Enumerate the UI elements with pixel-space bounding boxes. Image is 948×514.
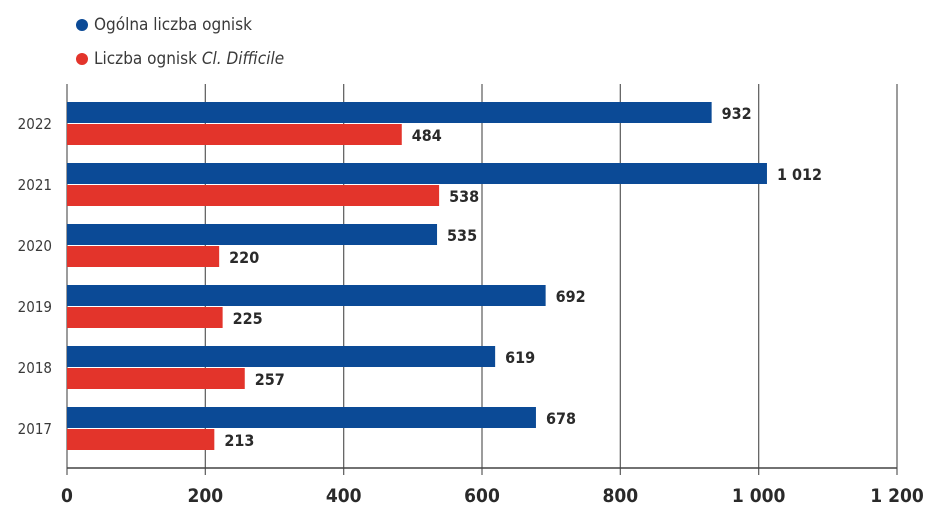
bar-total — [67, 346, 496, 367]
x-tick-label: 1 000 — [732, 485, 786, 507]
x-tick-label: 200 — [187, 485, 223, 507]
data-label: 692 — [556, 287, 586, 306]
legend-item-cdiff: Liczba ognisk Cl. Difficile — [76, 42, 284, 76]
y-tick-label: 2017 — [18, 420, 52, 438]
data-label: 220 — [229, 248, 259, 267]
x-tick-label: 400 — [326, 485, 362, 507]
data-label: 225 — [233, 309, 263, 328]
bar-total — [67, 285, 546, 306]
bar-total — [67, 163, 767, 184]
bar-cdiff — [67, 185, 440, 206]
legend-label-cdiff-italic: Cl. Difficile — [201, 49, 285, 69]
data-label: 538 — [449, 187, 479, 206]
data-label: 678 — [546, 409, 576, 428]
bar-cdiff — [67, 246, 220, 267]
bar-total — [67, 224, 438, 245]
x-tick-label: 0 — [61, 485, 73, 507]
data-label: 619 — [505, 348, 535, 367]
legend-label-cdiff-plain: Liczba ognisk — [94, 49, 202, 69]
bar-cdiff — [67, 307, 223, 328]
bar-cdiff — [67, 368, 245, 389]
legend: Ogólna liczba ognisk Liczba ognisk Cl. D… — [76, 8, 284, 76]
legend-item-total: Ogólna liczba ognisk — [76, 8, 284, 42]
data-label: 257 — [255, 370, 285, 389]
y-tick-label: 2018 — [18, 359, 52, 377]
bar-cdiff — [67, 124, 402, 145]
bar-total — [67, 407, 536, 428]
y-tick-label: 2022 — [18, 115, 52, 133]
y-tick-label: 2019 — [18, 298, 52, 316]
legend-label-total: Ogólna liczba ognisk — [94, 15, 252, 35]
data-label: 535 — [447, 226, 477, 245]
bar-total — [67, 102, 712, 123]
x-tick-label: 800 — [602, 485, 638, 507]
x-tick-label: 1 200 — [870, 485, 924, 507]
data-label: 932 — [722, 104, 752, 123]
data-label: 213 — [224, 431, 254, 450]
data-label: 484 — [412, 126, 442, 145]
legend-dot-red-icon — [76, 53, 88, 65]
data-label: 1 012 — [777, 165, 822, 184]
x-tick-label: 600 — [464, 485, 500, 507]
legend-dot-blue-icon — [76, 19, 88, 31]
y-tick-label: 2021 — [18, 176, 52, 194]
bar-cdiff — [67, 429, 215, 450]
y-tick-label: 2020 — [18, 237, 52, 255]
